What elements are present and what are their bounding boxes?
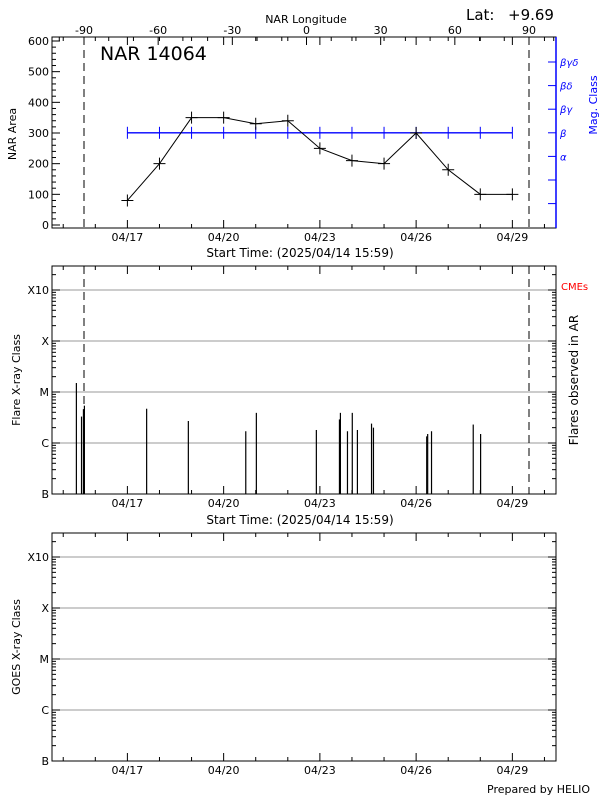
plot-frame (51, 265, 557, 495)
top-tick-label: 90 (522, 24, 536, 37)
y-tick-label: 300 (28, 127, 49, 140)
x-tick-label: 04/26 (400, 764, 432, 777)
y-axis-label: NAR Area (6, 108, 19, 160)
x-tick-label: 04/20 (208, 764, 240, 777)
area-point (121, 194, 134, 207)
y-tick-label: 500 (28, 66, 49, 79)
y-tick-label: 600 (28, 35, 49, 48)
mag-tick-label: α (560, 152, 567, 163)
area-point (474, 188, 487, 201)
x-tick-label: 04/17 (112, 764, 144, 777)
y-tick-label: B (41, 488, 49, 501)
area-point (185, 111, 198, 124)
goes-panel: 04/17 04/20 04/23 04/26 04/29 B C M X X10 GOES X-r… (10, 532, 557, 777)
plot-frame (51, 532, 557, 762)
area-point (313, 142, 326, 155)
x-tick-label: 04/26 (400, 231, 432, 244)
x-tick-label: 04/29 (497, 764, 529, 777)
y-tick-label: C (41, 704, 49, 717)
x-tick-label: 04/23 (304, 497, 336, 510)
x-tick-label: 04/23 (304, 231, 336, 244)
footer-credit: Prepared by HELIO (487, 783, 590, 796)
y-tick-label: 0 (42, 219, 49, 232)
x-tick-label: 04/23 (304, 764, 336, 777)
mag-tick-label: βγ (559, 105, 573, 116)
mag-tick-label: βγδ (559, 58, 578, 69)
top-axis-label: NAR Longitude (265, 13, 347, 26)
nar-area-panel: 04/17 04/20 04/23 04/26 04/29010020030040050… (6, 13, 600, 260)
y2-axis-label: Flares observed in AR (567, 315, 581, 445)
x-tick-label: 04/20 (208, 497, 240, 510)
top-tick-label: -60 (149, 24, 167, 37)
y-tick-label: X (41, 602, 49, 615)
lat-label: Lat: (466, 6, 494, 24)
x-tick-label: 04/26 (400, 497, 432, 510)
x-axis-label: Start Time: (2025/04/14 15:59) (206, 513, 393, 527)
top-tick-label: 0 (303, 24, 310, 37)
area-point (442, 163, 455, 176)
x-tick-label: 04/29 (497, 231, 529, 244)
y-tick-label: B (41, 755, 49, 768)
area-point (249, 117, 262, 130)
mag-tick-label: β (559, 129, 567, 140)
top-tick-label: 60 (448, 24, 462, 37)
lat-value: +9.69 (508, 6, 554, 24)
y-tick-label: 200 (28, 158, 49, 171)
y-tick-label: M (40, 653, 50, 666)
cme-label: CMEs (561, 282, 588, 293)
flare-panel: 04/17 04/20 04/23 04/26 04/29 B C M X X10 Flare X-… (10, 265, 588, 527)
y-tick-label: 100 (28, 188, 49, 201)
x-axis-label: Start Time: (2025/04/14 15:59) (206, 246, 393, 260)
y-axis-label: GOES X-ray Class (10, 599, 23, 695)
x-tick-label: 04/17 (112, 497, 144, 510)
chart-title: NAR 14064 (100, 43, 207, 65)
y-tick-label: X (41, 335, 49, 348)
y-tick-label: 400 (28, 96, 49, 109)
area-point (378, 157, 391, 170)
area-point (345, 154, 358, 167)
top-tick-label: -30 (223, 24, 241, 37)
x-tick-label: 04/29 (497, 497, 529, 510)
y-tick-label: X10 (27, 551, 49, 564)
area-point (281, 114, 294, 127)
area-point (506, 188, 519, 201)
y-tick-label: C (41, 437, 49, 450)
area-point (217, 111, 230, 124)
y-axis-label: Flare X-ray Class (10, 334, 23, 426)
mag-tick-label: βδ (559, 82, 573, 93)
y-tick-label: X10 (27, 284, 49, 297)
area-point (153, 157, 166, 170)
top-tick-label: 30 (374, 24, 388, 37)
top-tick-label: -90 (75, 24, 93, 37)
y2-axis-label: Mag. Class (587, 75, 600, 134)
y-tick-label: M (40, 386, 50, 399)
x-tick-label: 04/20 (208, 231, 240, 244)
area-point (410, 127, 423, 139)
x-tick-label: 04/17 (112, 231, 144, 244)
